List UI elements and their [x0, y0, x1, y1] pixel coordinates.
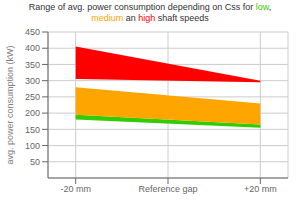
- svg-text:400: 400: [25, 43, 40, 53]
- svg-text:450: 450: [25, 27, 40, 37]
- svg-text:250: 250: [25, 92, 40, 102]
- html-text:medium an high shaft speeds: medium an high shaft speeds: [91, 13, 209, 23]
- svg-text:350: 350: [25, 60, 40, 70]
- svg-text:+20 mm: +20 mm: [244, 184, 277, 194]
- svg-text:avg. power consumption (kW): avg. power consumption (kW): [8, 45, 15, 164]
- svg-text:150: 150: [25, 125, 40, 135]
- svg-text:-20 mm: -20 mm: [60, 184, 91, 194]
- svg-text:100: 100: [25, 141, 40, 151]
- svg-text:50: 50: [30, 157, 40, 167]
- svg-text:Reference gap: Reference gap: [138, 184, 197, 194]
- svg-text:200: 200: [25, 108, 40, 118]
- html-text:Range of avg. power consumptio: Range of avg. power consumption dependin…: [28, 2, 272, 12]
- svg-text:300: 300: [25, 76, 40, 86]
